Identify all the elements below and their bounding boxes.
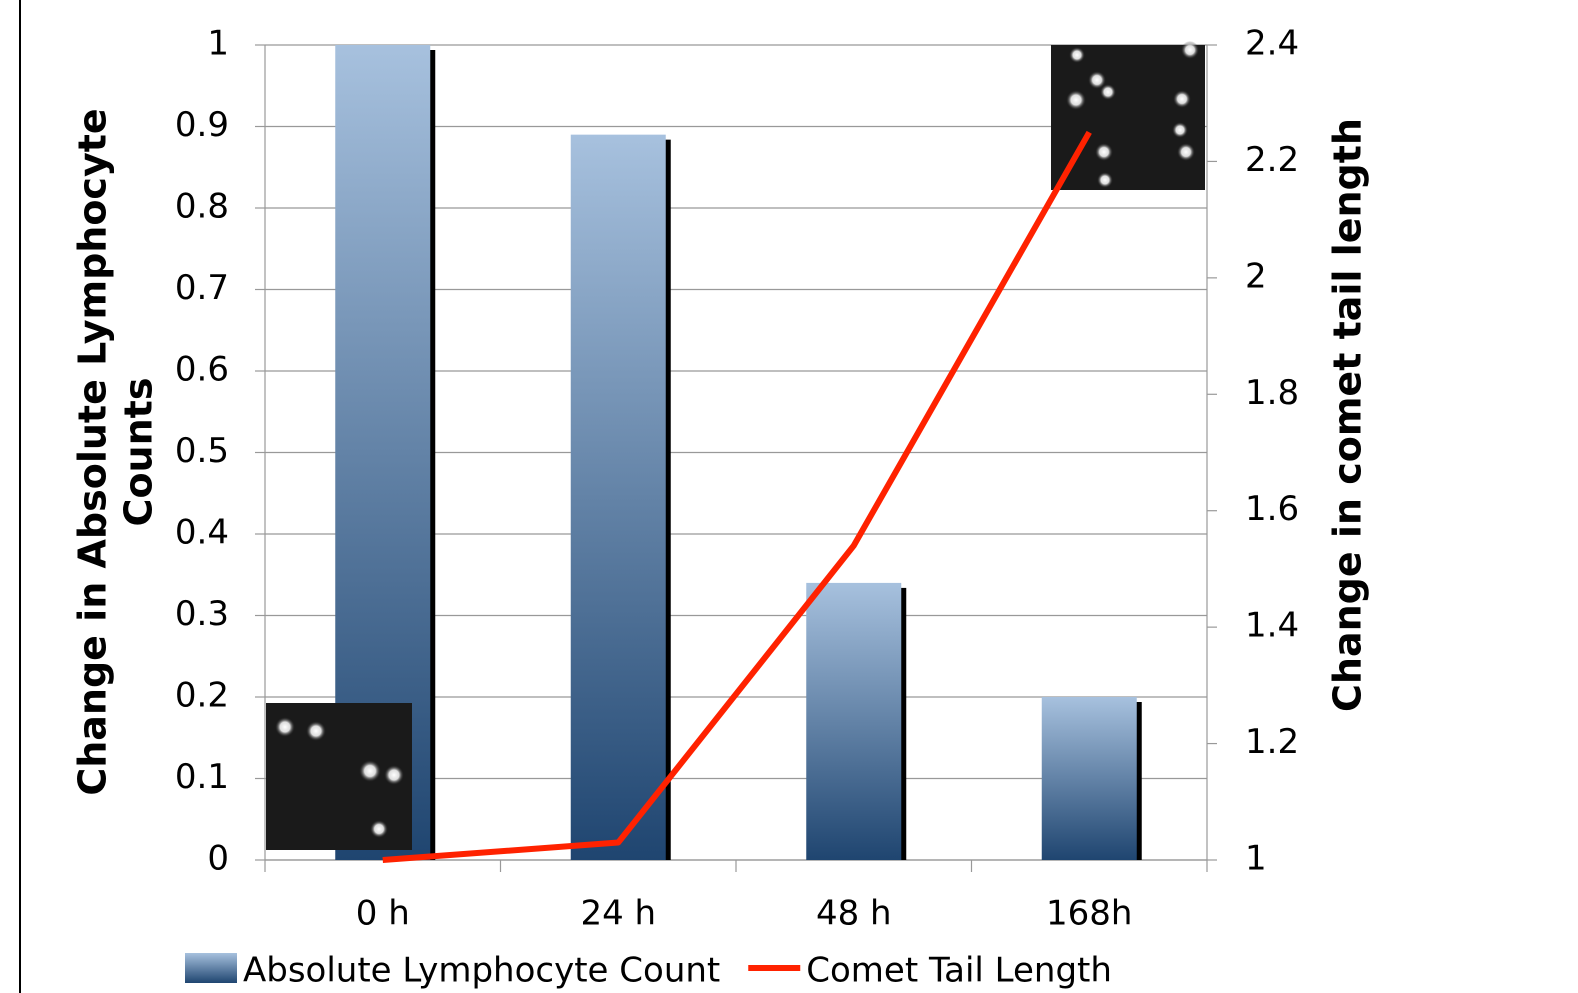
y-axis-title-line: Change in Absolute Lymphocyte	[71, 108, 115, 795]
y2-tick-label: 2	[1245, 256, 1267, 296]
y2-tick-label: 1.4	[1245, 606, 1299, 646]
bar	[1041, 697, 1137, 860]
y-tick-label: 1	[207, 24, 229, 64]
y-axis-title: Change in Absolute Lymphocyte Counts	[71, 108, 161, 795]
y2-tick-label: 2.4	[1245, 24, 1299, 64]
y2-tick-label: 1.6	[1245, 489, 1299, 529]
bar	[806, 582, 902, 860]
y-tick-label: 0.8	[175, 187, 229, 227]
x-tick-label: 24 h	[580, 894, 656, 934]
y-tick-label: 0.3	[175, 594, 229, 634]
y-axis-title-line: Counts	[117, 378, 161, 527]
y-tick-label: 0.6	[175, 350, 229, 390]
legend-swatch	[185, 953, 237, 983]
comet-image	[266, 703, 412, 850]
y-tick-label: 0.7	[175, 268, 229, 308]
y-tick-label: 0.9	[175, 105, 229, 145]
x-tick-label: 168h	[1046, 894, 1132, 934]
comet-image	[1051, 41, 1205, 190]
y2-axis-title: Change in comet tail length	[1326, 118, 1370, 712]
y2-tick-label: 1	[1245, 839, 1267, 879]
y2-tick-label: 2.2	[1245, 140, 1299, 180]
y2-tick-label: 1.8	[1245, 373, 1299, 413]
legend-label: Absolute Lymphocyte Count	[243, 951, 720, 991]
x-tick-label: 48 h	[816, 894, 892, 934]
y2-tick-label: 1.2	[1245, 722, 1299, 762]
line	[382, 130, 1092, 863]
bar	[570, 134, 666, 860]
y-tick-label: 0.4	[175, 513, 229, 553]
legend-label: Comet Tail Length	[806, 951, 1112, 991]
x-tick-label: 0 h	[356, 894, 410, 934]
y-tick-label: 0.1	[175, 757, 229, 797]
y-tick-label: 0	[207, 839, 229, 879]
y-tick-label: 0.2	[175, 676, 229, 716]
y-tick-label: 0.5	[175, 431, 229, 471]
